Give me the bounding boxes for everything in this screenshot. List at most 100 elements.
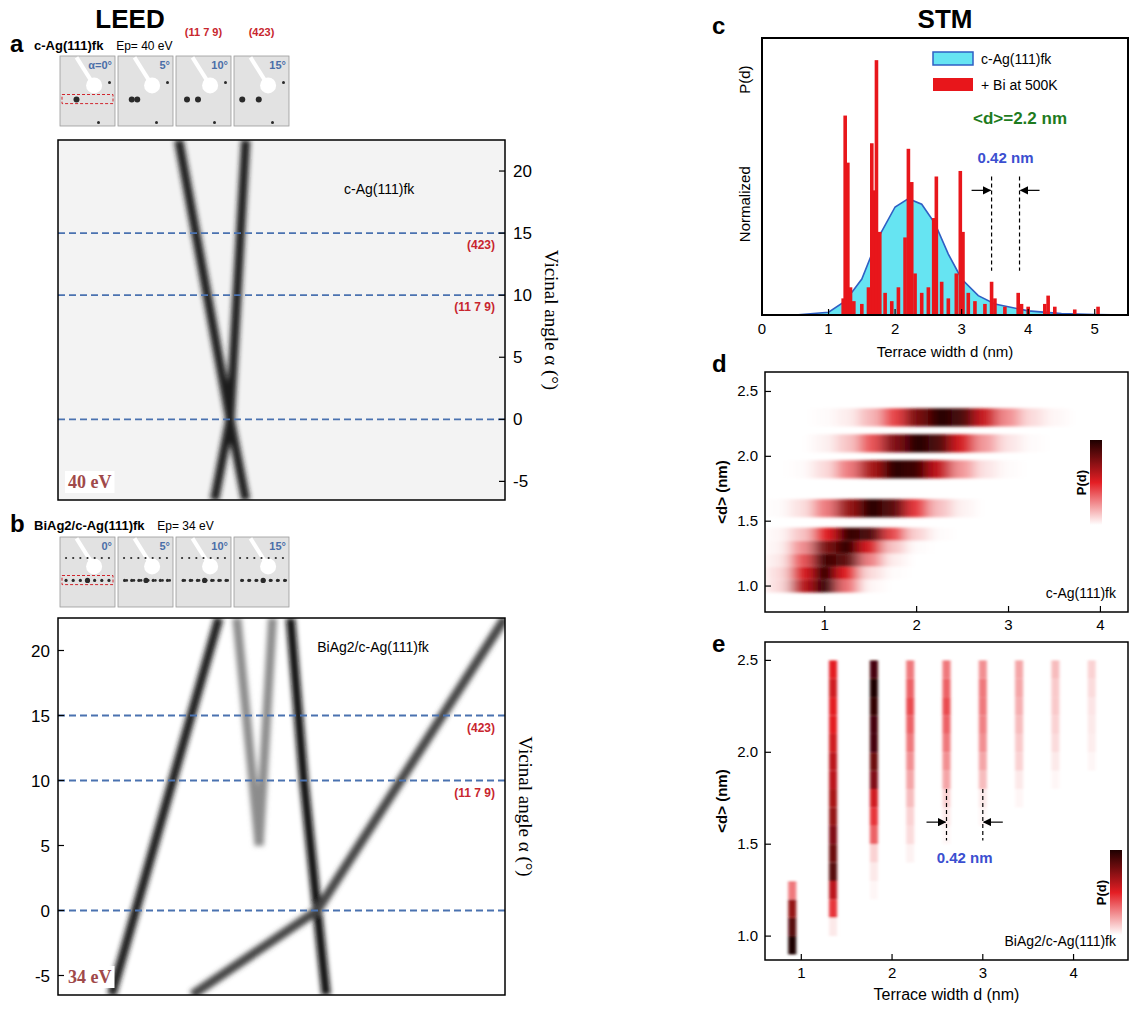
- thumbnail-bg: [60, 56, 115, 126]
- heatmap-cell: [928, 434, 951, 452]
- plot-frame: [765, 372, 1128, 612]
- heatmap-cell: [943, 697, 951, 715]
- heatmap-cell: [1066, 567, 1089, 580]
- diffraction-spot: [219, 579, 222, 582]
- leed-thumbnail: 15°: [234, 56, 289, 126]
- heatmap-cell: [906, 899, 914, 917]
- panel-subtitle: Ep= 34 eV: [157, 519, 213, 533]
- histogram-bar: [1016, 293, 1020, 315]
- diffraction-spot: [126, 579, 129, 582]
- heatmap-cell: [859, 499, 882, 517]
- heatmap-cell: [906, 679, 914, 697]
- heatmap-cell: [979, 918, 987, 936]
- heatmap-cell: [836, 567, 859, 580]
- panel-letter: d: [712, 350, 727, 377]
- energy-label-group: 34 eV: [65, 966, 115, 988]
- heatmap-cell: [1089, 528, 1112, 541]
- colorbar-label: P(d): [1094, 880, 1109, 905]
- leed-thumbnail: 10°: [176, 537, 231, 607]
- tick-label: -5: [513, 472, 528, 491]
- heatmap-cell: [1020, 460, 1043, 478]
- tick: [1100, 606, 1101, 612]
- tick: [58, 715, 64, 716]
- tick-label: 15: [31, 707, 50, 726]
- heatmap-cell: [979, 936, 987, 954]
- histogram-bar: [913, 273, 917, 315]
- heatmap-cell: [813, 460, 836, 478]
- heatmap-cell: [943, 899, 951, 917]
- heatmap-cell: [951, 434, 974, 452]
- diffraction-spot: [133, 579, 136, 582]
- thumbnail-label: 10°: [211, 59, 228, 71]
- heatmap-cell: [767, 567, 790, 580]
- heatmap-panel: d12341.01.52.02.5<d> (nm)c-Ag(111)fkP(d): [712, 350, 1135, 633]
- heatmap-cell: [767, 408, 790, 426]
- diffraction-spot: [184, 96, 190, 102]
- diffraction-spot: [152, 557, 154, 559]
- heatmap-cell: [882, 541, 905, 554]
- heatmap-cell: [859, 580, 882, 593]
- heatmap-cell: [1015, 734, 1023, 752]
- heatmap-cell: [1043, 408, 1066, 426]
- heatmap-cell: [928, 528, 951, 541]
- energy-label-group: 40 eV: [65, 471, 115, 493]
- diffraction-spot: [212, 579, 215, 582]
- diffraction-spot: [147, 579, 150, 582]
- heatmap-cell: [1015, 844, 1023, 862]
- histogram-bar: [947, 298, 951, 315]
- heatmap-cell: [906, 771, 914, 789]
- heatmap-cell: [1088, 660, 1096, 678]
- heatmap-cell: [870, 936, 878, 954]
- plot-area: [767, 408, 1128, 592]
- heatmap-cell: [906, 826, 914, 844]
- tick: [499, 419, 505, 420]
- heatmap-cell: [905, 580, 928, 593]
- tick-label: 2.5: [737, 651, 758, 668]
- tick-label: 4: [1024, 320, 1032, 337]
- heatmap-cell: [882, 434, 905, 452]
- tick-label: 3: [957, 320, 965, 337]
- spacing-arrow: [927, 822, 946, 823]
- heatmap-cell: [813, 499, 836, 517]
- reference-label: (423): [467, 238, 495, 252]
- heatmap-cell: [1088, 771, 1096, 789]
- heatmap-cell: [1043, 499, 1066, 517]
- tick-label: 15: [513, 224, 532, 243]
- heatmap-cell: [829, 789, 837, 807]
- diffraction-spot: [166, 557, 168, 559]
- diffraction-spot: [202, 557, 204, 559]
- electron-gun: [202, 558, 218, 574]
- diffraction-spot: [74, 96, 80, 102]
- heatmap-cell: [788, 771, 796, 789]
- reference-label: (423): [467, 721, 495, 735]
- tick: [58, 975, 64, 976]
- diffraction-spot: [72, 579, 75, 582]
- heatmap-cell: [1112, 434, 1128, 452]
- heatmap-cell: [997, 554, 1020, 567]
- label-patch: [1073, 469, 1090, 496]
- heatmap-cell: [1051, 716, 1059, 734]
- diffraction-spot: [65, 557, 67, 559]
- heatmap-cell: [979, 734, 987, 752]
- heatmap-cell: [1020, 567, 1043, 580]
- heatmap-cell: [1015, 807, 1023, 825]
- panel-letter: b: [10, 510, 25, 537]
- tick: [765, 585, 771, 586]
- diffraction-spot: [253, 557, 255, 559]
- diffraction-spot: [101, 557, 103, 559]
- leed-thumbnail: 0°: [60, 537, 115, 607]
- heatmap-cell: [943, 771, 951, 789]
- heatmap-cell: [788, 697, 796, 715]
- diffraction-spot: [130, 557, 132, 559]
- diffraction-spot: [144, 557, 146, 559]
- heatmap-cell: [790, 408, 813, 426]
- legend: c-Ag(111)fk+ Bi at 500K: [933, 51, 1058, 93]
- heatmap-cell: [882, 580, 905, 593]
- heatmap-cell: [790, 434, 813, 452]
- histogram-bar: [860, 304, 864, 315]
- heatmap-cell: [870, 716, 878, 734]
- heatmap-cell: [1088, 679, 1096, 697]
- heatmap-cell: [1066, 554, 1089, 567]
- thumbnail-bg: [234, 537, 289, 607]
- tick: [1073, 954, 1074, 960]
